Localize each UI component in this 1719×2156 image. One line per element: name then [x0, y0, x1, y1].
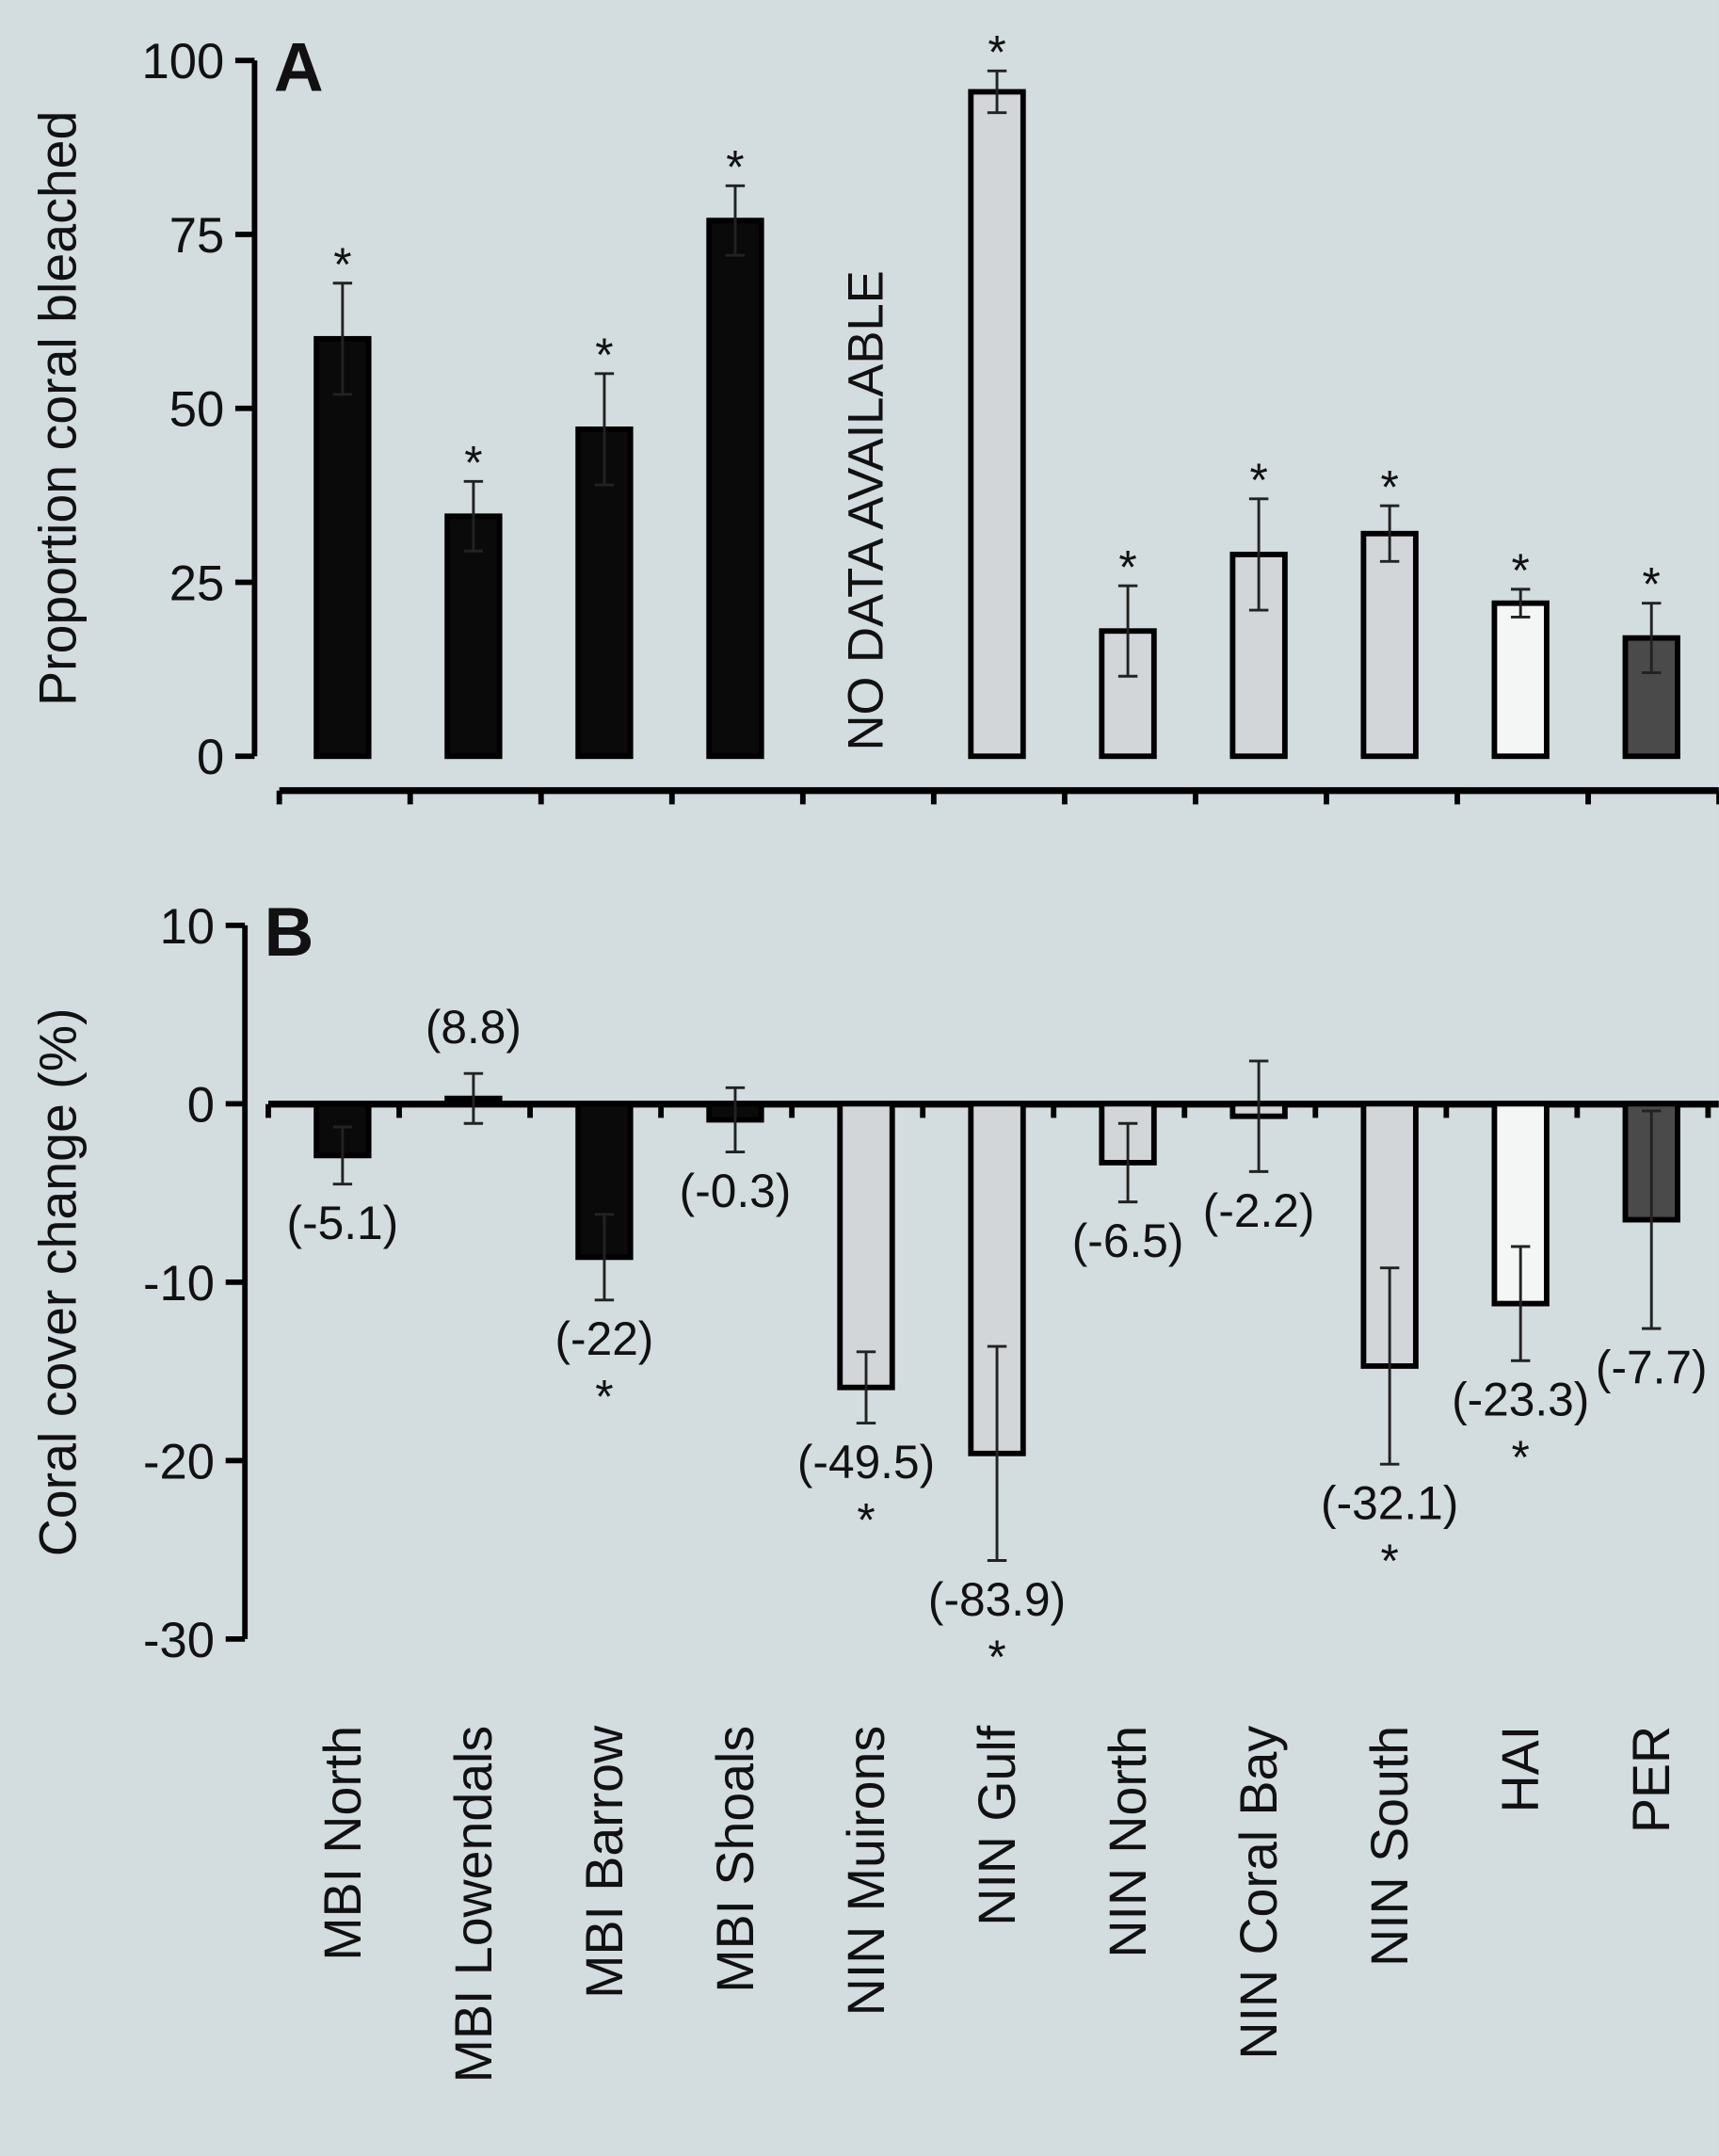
- panel-label: B: [265, 894, 314, 971]
- value-annotation: (-22): [555, 1312, 654, 1365]
- x-tick-label: NIN Coral Bay: [1229, 1726, 1288, 2060]
- value-annotation: (-2.2): [1203, 1184, 1315, 1237]
- value-annotation: (-23.3): [1452, 1374, 1589, 1426]
- x-tick-label: MBI Barrow: [575, 1725, 634, 1999]
- significance-marker: *: [988, 25, 1005, 78]
- y-tick-label: 25: [169, 555, 224, 611]
- x-tick-label: NIN Gulf: [968, 1725, 1026, 1925]
- x-tick-label: NIN North: [1099, 1726, 1157, 1958]
- figure: 0255075100AProportion coral bleached****…: [0, 0, 1719, 2156]
- value-annotation: (-0.3): [680, 1165, 792, 1217]
- significance-marker: *: [595, 329, 613, 381]
- value-annotation: (-7.7): [1596, 1342, 1708, 1394]
- x-tick-label: MBI Lowendals: [444, 1726, 503, 2083]
- panel-label: A: [274, 29, 324, 105]
- bar: [971, 92, 1022, 757]
- bar: [1363, 534, 1415, 756]
- value-annotation: (8.8): [426, 1001, 522, 1054]
- significance-marker: *: [1380, 1535, 1398, 1587]
- significance-marker: *: [1118, 540, 1136, 593]
- x-tick-label: PER: [1622, 1726, 1680, 1833]
- y-tick-label: -10: [143, 1256, 215, 1311]
- value-annotation: (-49.5): [797, 1436, 935, 1488]
- y-tick-label: -20: [143, 1434, 215, 1489]
- y-tick-label: -30: [143, 1613, 215, 1668]
- significance-marker: *: [1249, 454, 1267, 507]
- y-tick-label: 10: [160, 899, 215, 955]
- y-tick-label: 50: [169, 382, 224, 438]
- bar: [840, 1103, 892, 1387]
- x-tick-label: MBI North: [313, 1726, 372, 1961]
- bar: [1494, 603, 1546, 757]
- significance-marker: *: [464, 436, 482, 489]
- no-data-annotation: NO DATA AVAILABLE: [839, 270, 894, 750]
- y-tick-label: 0: [197, 730, 224, 785]
- x-tick-label: HAI: [1491, 1726, 1550, 1812]
- x-tick-label: NIN South: [1360, 1726, 1419, 1967]
- significance-marker: *: [1380, 460, 1398, 513]
- value-annotation: (-83.9): [928, 1573, 1066, 1626]
- significance-marker: *: [1512, 1431, 1530, 1484]
- bar: [709, 220, 761, 756]
- significance-marker: *: [726, 140, 744, 193]
- value-annotation: (-6.5): [1072, 1215, 1184, 1267]
- y-axis-label: Coral cover change (%): [29, 1007, 88, 1556]
- y-axis-label: Proportion coral bleached: [29, 111, 88, 706]
- value-annotation: (-32.1): [1321, 1477, 1458, 1530]
- significance-marker: *: [333, 238, 351, 291]
- page: 0255075100AProportion coral bleached****…: [0, 0, 1719, 2156]
- x-tick-label: NIN Muirons: [837, 1726, 895, 2016]
- significance-marker: *: [988, 1631, 1005, 1683]
- significance-marker: *: [1512, 544, 1530, 597]
- y-tick-label: 75: [169, 208, 224, 264]
- significance-marker: *: [1643, 558, 1661, 611]
- significance-marker: *: [595, 1371, 613, 1424]
- y-tick-label: 0: [187, 1077, 215, 1133]
- y-tick-label: 100: [142, 34, 225, 89]
- bar: [316, 339, 368, 756]
- significance-marker: *: [857, 1493, 875, 1546]
- x-tick-label: MBI Shoals: [706, 1726, 764, 1993]
- value-annotation: (-5.1): [287, 1197, 399, 1249]
